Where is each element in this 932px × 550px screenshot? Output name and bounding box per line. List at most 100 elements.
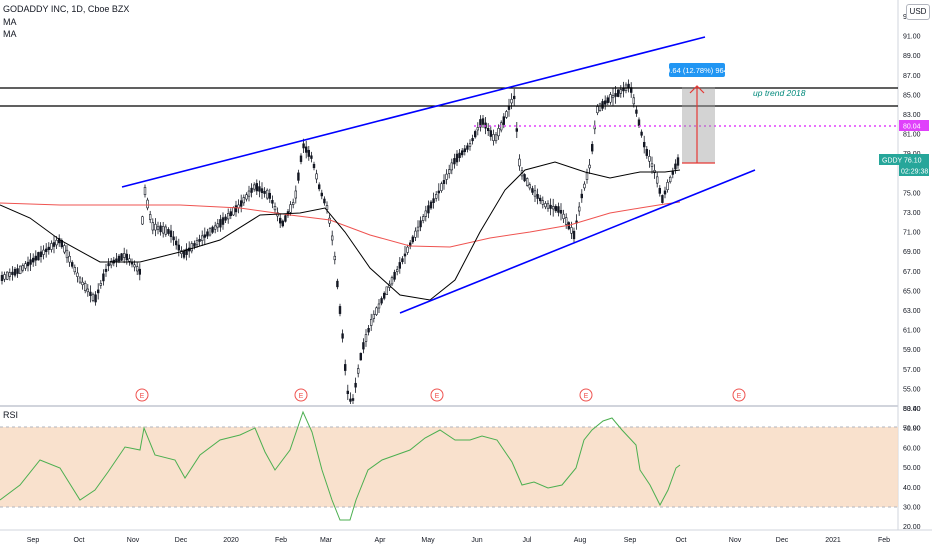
candle [258,180,261,198]
candle [31,253,35,267]
candle [356,364,360,378]
channel-lower-line[interactable] [399,169,756,314]
candle [476,122,479,136]
candle [466,142,469,153]
candle [619,85,623,98]
indicator-ma-2[interactable]: MA [3,29,17,39]
measure-arrow-head [689,85,705,94]
candle [590,141,594,155]
candle [632,94,636,108]
price-tick-label: 65.00 [903,288,921,295]
measure-box[interactable] [682,87,715,163]
candle [424,205,427,222]
candle [219,214,222,232]
resistance-level-badge [899,120,929,131]
channel-upper-line[interactable] [121,36,706,188]
candle [505,109,508,119]
candle [317,182,321,192]
candle [419,216,422,232]
candle [253,182,256,192]
candle [346,384,349,401]
candle [398,257,401,274]
candle [473,129,477,139]
candle [320,189,323,200]
candle [284,214,287,223]
candle [273,202,277,214]
earnings-marker[interactable]: E [294,388,308,402]
candle [206,228,209,240]
rsi-tick-label: 40.00 [903,485,921,492]
candle [250,183,253,198]
candle [528,182,532,191]
candle [559,203,563,221]
rsi-tick-label: 30.00 [903,505,921,512]
rsi-scale[interactable]: 80.00 70.00 60.00 50.00 40.00 30.00 20.00 [903,406,921,531]
earnings-marker[interactable]: E [430,388,444,402]
candle [97,283,100,300]
candle [382,291,386,301]
candle [668,175,672,184]
candle [24,261,27,271]
rsi-tick-label: 20.00 [903,524,921,531]
measure-label: 9.64 (12.78%) 964 [666,66,728,75]
svg-text:E: E [584,393,589,400]
price-pane[interactable] [0,0,898,405]
time-axis[interactable]: Sep Oct Nov Dec 2020 Feb Mar Apr May Jun Jul Aug Sep… [27,537,890,544]
rsi-line [0,410,681,521]
candle [44,243,48,258]
candle [271,195,274,209]
currency-button[interactable]: USD [906,4,930,20]
price-tick-label: 87.00 [903,73,921,80]
candle [437,183,440,201]
candle [94,291,97,306]
candle [401,256,404,265]
rsi-pane-title[interactable]: RSI [3,410,19,420]
candle [551,198,555,217]
candle [640,129,643,138]
earnings-marker[interactable]: E [135,388,149,402]
candle [294,185,297,204]
candle [50,240,53,253]
candle [554,204,558,213]
candle [455,150,459,166]
candle [115,252,118,268]
candle [0,271,4,285]
symbol-title[interactable]: GODADDY INC, 1D, Cboe BZX [3,4,130,14]
price-scale[interactable]: 93.0091.0089.0087.0085.0083.0081.0079.00… [903,14,921,433]
price-tick-label: 57.00 [903,367,921,374]
candle [549,198,552,216]
candle [240,194,243,213]
candle [175,236,178,250]
candle [663,186,667,199]
candle [411,234,414,244]
candle [544,201,547,210]
candle [65,245,69,263]
candle [265,188,269,200]
candle [525,177,529,187]
time-axis-label: Feb [275,537,287,544]
candle [68,251,71,267]
earnings-marker[interactable]: E [579,388,593,402]
candle [536,188,539,205]
candle [310,151,313,163]
candle [447,164,451,179]
candle [208,227,212,237]
candle [104,263,108,277]
candle [655,172,659,188]
candle [278,213,282,228]
trend-annotation[interactable]: up trend 2018 [753,88,806,98]
symbol-price-value: GDDY 76.10 [882,158,922,165]
candle [676,154,680,169]
rsi-tick-label: 50.00 [903,465,921,472]
candle [110,257,113,269]
candle [492,129,495,146]
candle [195,237,199,248]
candle [89,285,92,303]
candle [458,149,461,162]
earnings-marker[interactable]: E [732,388,746,402]
candle [211,225,214,234]
indicator-ma-1[interactable]: MA [3,16,17,27]
candle [380,296,383,306]
candle [60,238,64,249]
